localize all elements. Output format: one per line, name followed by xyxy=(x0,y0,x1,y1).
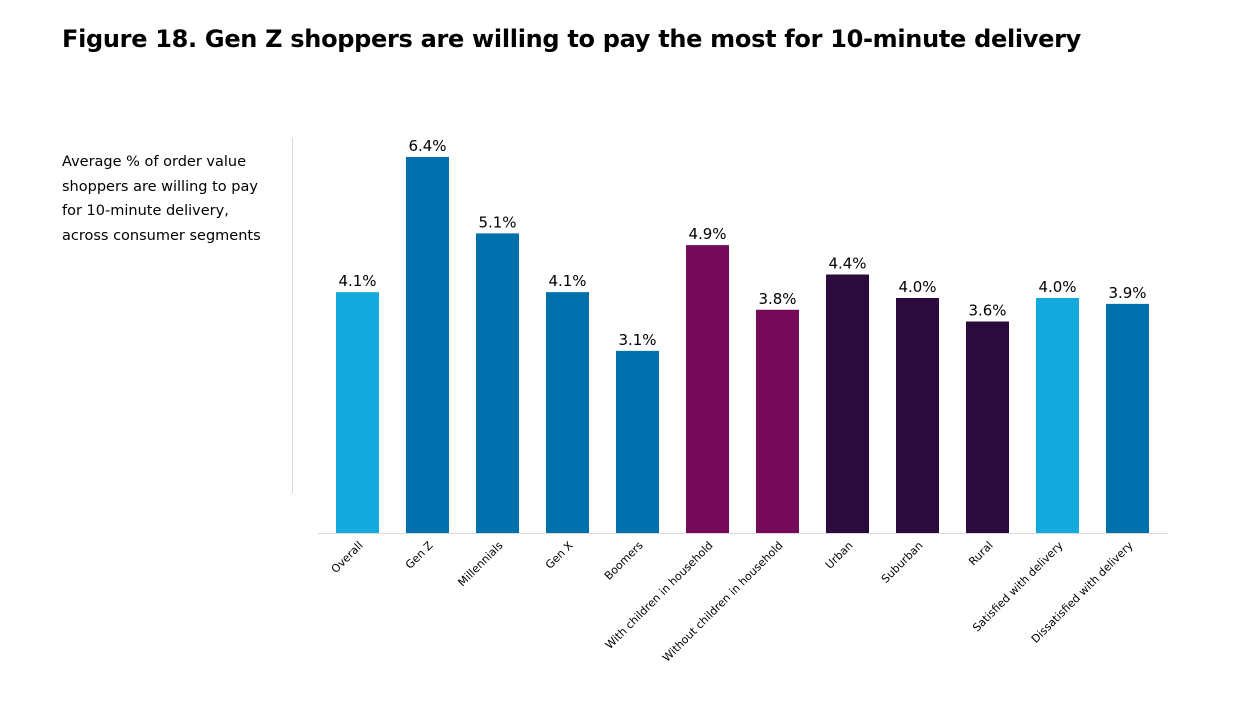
bar-overall xyxy=(336,292,379,533)
chart-title: Figure 18. Gen Z shoppers are willing to… xyxy=(62,25,1081,53)
value-label: 4.9% xyxy=(688,225,726,243)
bar-dissatisfied-with-delivery xyxy=(1106,303,1149,533)
tick-labels-group: Overall Gen Z Millennials Gen X BoomersWith … xyxy=(329,539,1136,665)
bar-with-children-in-household xyxy=(686,245,729,533)
x-tick-label: Overall xyxy=(329,539,366,576)
value-label: 6.4% xyxy=(408,137,446,155)
value-label: 3.9% xyxy=(1108,284,1146,302)
value-label: 4.1% xyxy=(338,272,376,290)
x-tick-label: Rural xyxy=(966,539,995,568)
bar-rural xyxy=(966,321,1009,533)
bar-gen-x xyxy=(546,292,589,533)
x-tick-label: Millennials xyxy=(455,539,505,589)
x-tick-label: Urban xyxy=(823,539,856,572)
value-label: 3.8% xyxy=(758,290,796,308)
value-label: 4.1% xyxy=(548,272,586,290)
x-tick-label: Gen Z xyxy=(403,539,436,572)
bar-urban xyxy=(826,274,869,533)
x-tick-label: Suburban xyxy=(879,539,926,586)
x-tick-label: Without children in household xyxy=(660,539,786,665)
bar-boomers xyxy=(616,350,659,533)
value-label: 3.1% xyxy=(618,331,656,349)
x-tick-label: Boomers xyxy=(602,539,646,583)
value-label: 5.1% xyxy=(478,213,516,231)
chart-subtitle: Average % of order value shoppers are wi… xyxy=(62,154,261,244)
bar-satisfied-with-delivery xyxy=(1036,298,1079,533)
value-label: 3.6% xyxy=(968,302,1006,320)
bar-gen-z xyxy=(406,157,449,533)
value-label: 4.4% xyxy=(828,255,866,273)
bar-suburban xyxy=(896,298,939,533)
x-tick-label: Gen X xyxy=(543,539,576,572)
divider xyxy=(292,138,293,493)
value-label: 4.0% xyxy=(898,278,936,296)
bar-without-children-in-household xyxy=(756,309,799,533)
bars-group xyxy=(336,157,1149,533)
value-label: 4.0% xyxy=(1038,278,1076,296)
bar-millennials xyxy=(476,233,519,533)
value-labels-group: 4.1% 6.4% 5.1% 4.1% 3.1% 4.9% 3.8% 4.4% 4.0% 3.6%… xyxy=(338,137,1146,349)
